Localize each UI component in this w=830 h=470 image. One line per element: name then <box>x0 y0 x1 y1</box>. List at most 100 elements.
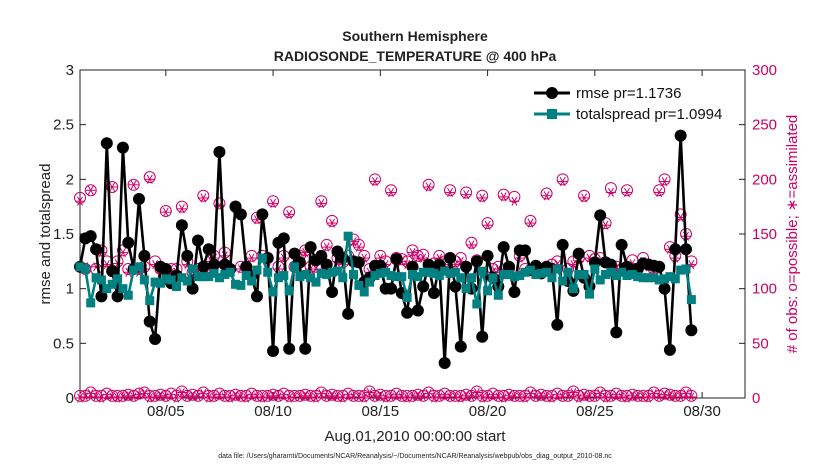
totalspread-point <box>391 272 401 282</box>
obs-assimilated-point <box>659 176 670 187</box>
totalspread-point <box>123 290 133 300</box>
x-tick-label: 08/05 <box>147 403 185 420</box>
totalspread-point <box>525 265 535 275</box>
legend-spread-marker <box>547 109 557 119</box>
obs-assimilated-point <box>557 176 568 187</box>
rmse-point <box>663 343 676 356</box>
obs-assimilated-baseline-point <box>343 390 354 400</box>
obs-assimilated-point <box>176 204 187 214</box>
obs-possible-point <box>460 186 473 199</box>
totalspread-point <box>118 284 128 294</box>
totalspread-point <box>225 267 235 277</box>
obs-assimilated-baseline-point <box>396 392 407 402</box>
obs-possible-point <box>508 190 521 203</box>
obs-assimilated-baseline-point <box>504 391 515 401</box>
rmse-point <box>449 280 462 293</box>
totalspread-point <box>172 281 182 291</box>
rmse-point <box>90 243 103 256</box>
obs-possible-point <box>476 189 489 202</box>
rmse-point <box>604 258 617 271</box>
rmse-point <box>385 282 398 295</box>
rmse-point <box>519 244 532 257</box>
totalspread-point <box>654 275 664 285</box>
obs-possible-point <box>385 184 398 197</box>
obs-assimilated-baseline-point <box>412 391 423 401</box>
totalspread-point <box>445 268 455 278</box>
totalspread-point <box>402 292 412 302</box>
rmse-point <box>320 258 333 271</box>
obs-assimilated-baseline-point <box>616 392 627 402</box>
obs-assimilated-point <box>316 198 327 208</box>
obs-assimilated-point <box>85 185 96 195</box>
obs-assimilated-point <box>498 192 509 202</box>
obs-assimilated-point <box>246 253 257 263</box>
rmse-point <box>304 241 317 254</box>
rmse-point <box>406 260 419 273</box>
totalspread-point <box>606 267 616 277</box>
obs-assimilated-baseline-point <box>455 393 466 403</box>
totalspread-point <box>75 262 85 272</box>
rmse-point <box>197 260 210 273</box>
totalspread-point <box>493 290 503 300</box>
obs-assimilated-baseline-point <box>101 390 112 400</box>
obs-assimilated-baseline-point <box>246 390 257 400</box>
totalspread-point <box>633 272 643 282</box>
totalspread-point <box>300 269 310 279</box>
rmse-point <box>288 247 301 260</box>
obs-possible-baseline-point <box>685 389 698 402</box>
rmse-point <box>191 234 204 247</box>
obs-assimilated-point <box>407 248 418 258</box>
totalspread-point <box>359 287 369 297</box>
obs-assimilated-point <box>654 187 665 198</box>
totalspread-point <box>241 271 251 281</box>
obs-assimilated-point <box>284 209 295 219</box>
totalspread-point <box>279 271 289 281</box>
y-tick-label: 0 <box>66 390 74 407</box>
rmse-point <box>685 324 698 337</box>
obs-possible-point <box>578 189 591 202</box>
obs-assimilated-point <box>198 193 209 203</box>
obs-possible-point <box>315 195 328 208</box>
totalspread-point <box>595 275 605 285</box>
totalspread-point <box>220 269 230 279</box>
rmse-point <box>658 282 671 295</box>
totalspread-point <box>472 299 482 309</box>
obs-possible-point <box>106 180 119 193</box>
obs-assimilated-baseline-point <box>487 390 498 400</box>
obs-assimilated-point <box>327 218 338 228</box>
totalspread-point <box>284 286 294 296</box>
obs-assimilated-baseline-point <box>477 393 488 403</box>
totalspread-point <box>418 267 428 277</box>
totalspread-point <box>290 262 300 272</box>
legend-box <box>528 80 738 128</box>
totalspread-point <box>198 272 208 282</box>
obs-assimilated-point <box>622 187 633 198</box>
rmse-point <box>111 290 124 303</box>
y-tick-label: 1 <box>66 281 74 298</box>
obs-assimilated-baseline-point <box>482 392 493 402</box>
totalspread-point <box>96 275 106 285</box>
totalspread-point <box>466 273 476 283</box>
obs-assimilated-baseline-point <box>171 393 182 403</box>
totalspread-point <box>568 284 578 294</box>
totalspread-point <box>134 262 144 272</box>
rmse-point <box>106 265 119 278</box>
totalspread-point <box>477 266 487 276</box>
totalspread-point <box>80 264 90 274</box>
obs-assimilated-baseline-point <box>530 392 541 402</box>
obs-assimilated-point <box>321 242 332 252</box>
totalspread-point <box>209 268 219 278</box>
totalspread-point <box>231 279 241 289</box>
y-right-tick-label: 200 <box>752 171 777 188</box>
rmse-point <box>175 219 188 232</box>
obs-assimilated-baseline-point <box>209 392 220 402</box>
totalspread-point <box>440 266 450 276</box>
totalspread-point <box>483 286 493 296</box>
obs-assimilated-baseline-point <box>332 392 343 402</box>
rmse-point <box>417 280 430 293</box>
totalspread-point <box>408 269 417 279</box>
obs-assimilated-baseline-point <box>664 391 675 401</box>
obs-assimilated-baseline-point <box>300 391 311 401</box>
rmse-point <box>84 230 97 243</box>
plot-area: 0 0.5 1 1.5 2 2.5 3 0 50 100 150 200 250 300 08/05 08/1… <box>53 62 777 420</box>
